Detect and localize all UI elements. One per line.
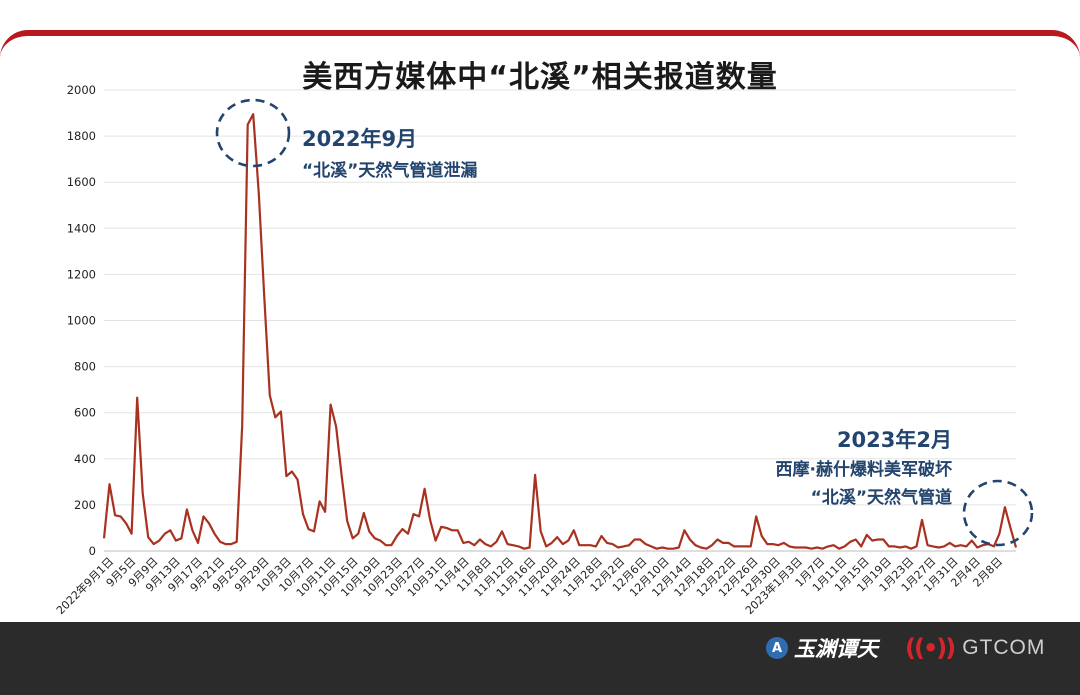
annotation-sep-text: “北溪”天然气管道泄漏 (302, 161, 478, 181)
gtcom-logo-text: GTCOM (962, 636, 1046, 659)
y-tick-label: 200 (74, 498, 96, 512)
y-tick-label: 0 (89, 544, 96, 558)
y-tick-label: 1400 (67, 221, 96, 235)
annotation-feb-text-2: “北溪”天然气管道 (810, 488, 952, 508)
y-tick-label: 400 (74, 452, 96, 466)
annotation-sep-2022: 2022年9月 “北溪”天然气管道泄漏 (302, 123, 477, 181)
y-tick-label: 1000 (67, 314, 96, 328)
annotation-sep-date: 2022年9月 (302, 127, 418, 151)
yuyuantantian-mark-icon: A (766, 637, 788, 659)
y-tick-label: 600 (74, 406, 96, 420)
yuyuantantian-logo-text: 玉渊谭天 (794, 636, 878, 661)
y-tick-label: 1200 (67, 267, 96, 281)
x-tick-label: 2022年9月1日 (53, 554, 116, 617)
y-tick-labels: 0 200 400 600 800 1000 1200 1400 1600 1800 2000 (67, 83, 96, 558)
yuyuantantian-logo: A 玉渊谭天 (766, 634, 878, 662)
annotation-feb-2023: 2023年2月 西摩·赫什爆料美军破坏 “北溪”天然气管道 (640, 424, 952, 510)
gtcom-logo: ((•)) GTCOM (905, 634, 1045, 662)
annotation-feb-date: 2023年2月 (836, 428, 952, 452)
y-tick-label: 1600 (67, 175, 96, 189)
chart-card (0, 30, 1080, 636)
x-tick-labels: 2022年9月1日9月5日9月9日9月13日9月17日9月21日9月25日9月2… (53, 554, 1005, 617)
gridlines (104, 89, 1016, 552)
gtcom-signal-icon: ((•)) (905, 634, 956, 662)
highlight-circle-feb (962, 479, 1034, 547)
annotation-feb-text-1: 西摩·赫什爆料美军破坏 (775, 460, 952, 480)
chart-title: 美西方媒体中“北溪”相关报道数量 (302, 60, 778, 95)
series-line (102, 113, 1018, 550)
highlight-circle-sep (215, 98, 291, 168)
y-tick-label: 800 (74, 360, 96, 374)
footer-bar (0, 622, 1080, 695)
y-tick-label: 2000 (67, 83, 96, 97)
y-tick-label: 1800 (67, 129, 96, 143)
